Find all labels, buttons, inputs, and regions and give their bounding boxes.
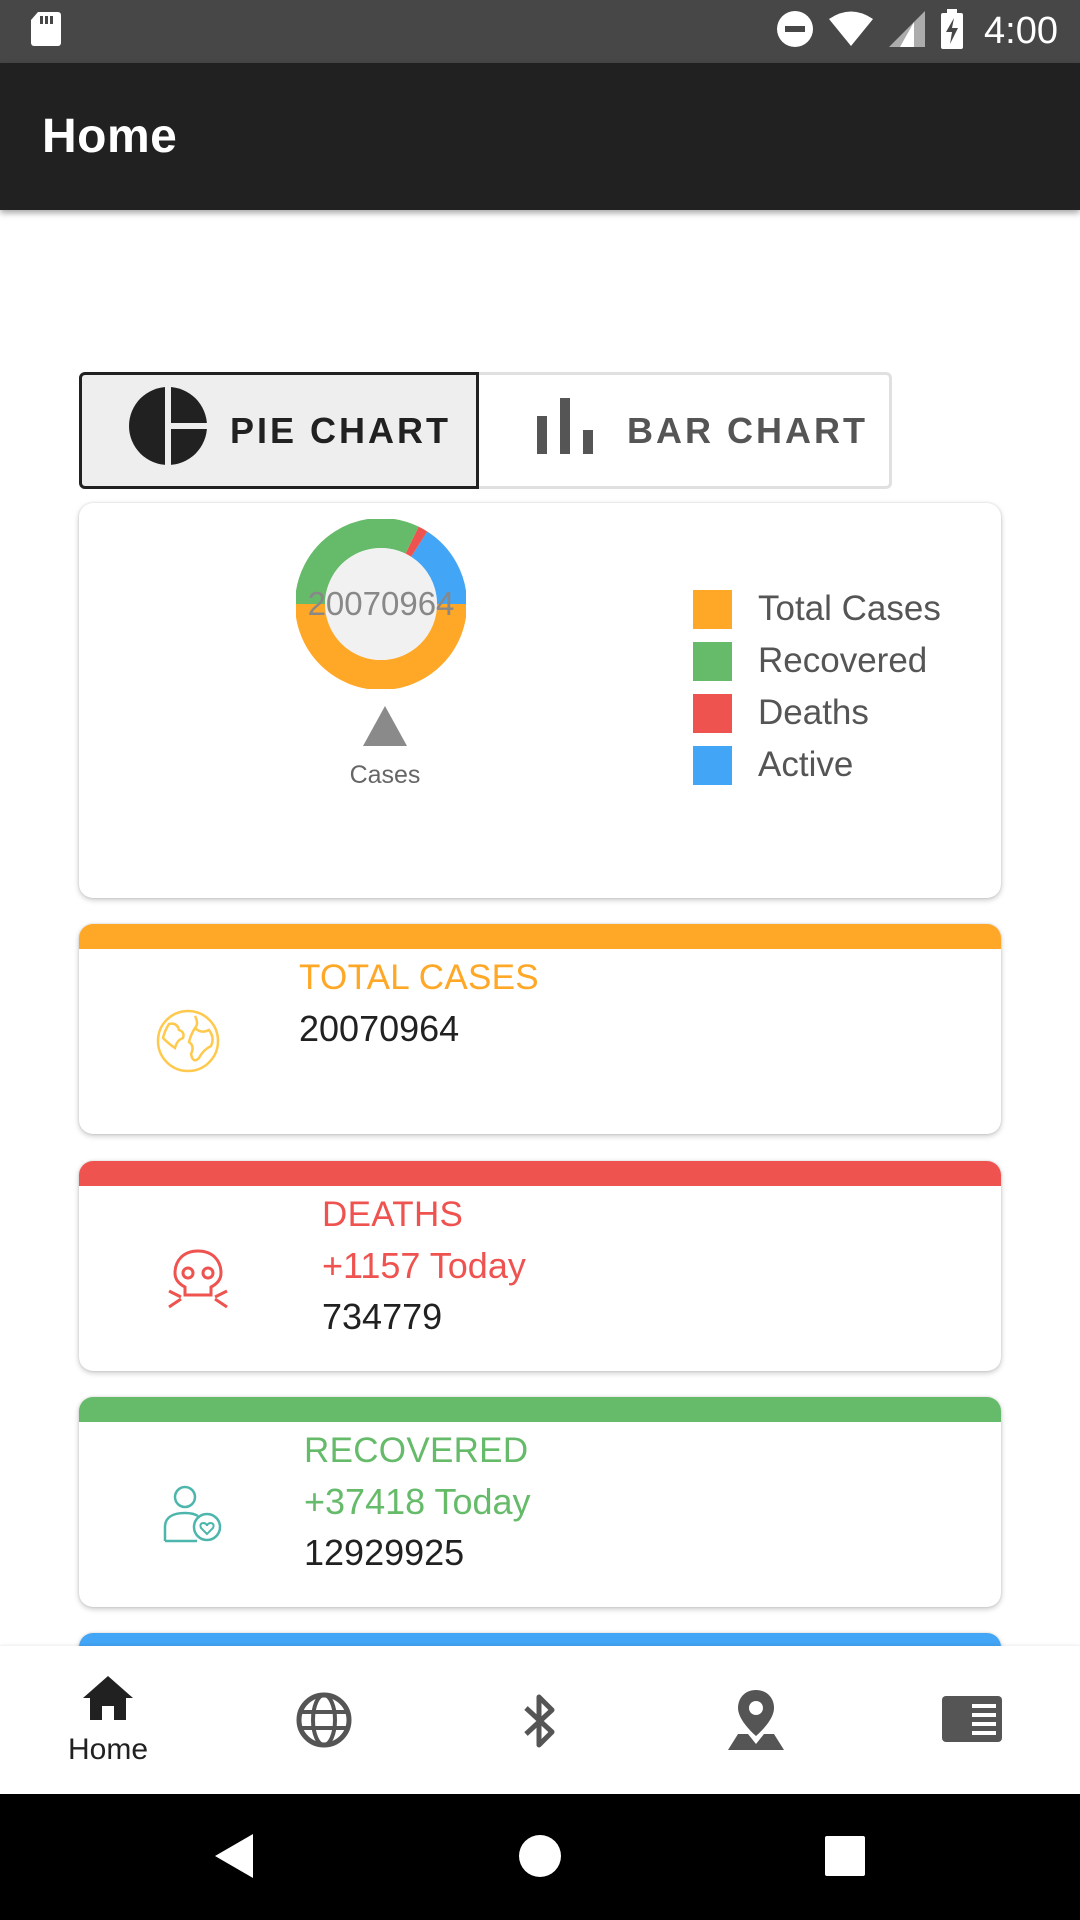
cases-marker-icon (363, 706, 407, 746)
signal-icon (888, 10, 926, 53)
system-navigation-bar (0, 1794, 1080, 1920)
donut-chart: 20070964 (295, 518, 467, 690)
back-icon[interactable] (213, 1832, 255, 1885)
legend-swatch-recovered (693, 641, 732, 681)
nav-item-news[interactable] (864, 1646, 1080, 1794)
nav-item-location[interactable] (648, 1646, 864, 1794)
legend-label: Total Cases (758, 589, 941, 628)
map-pin-icon (726, 1688, 786, 1757)
donut-slice-active (410, 531, 467, 605)
legend-label: Deaths (758, 693, 869, 732)
news-icon (942, 1696, 1002, 1747)
total-cases-card[interactable]: TOTAL CASES 20070964 (79, 924, 1001, 1134)
bar-chart-tab[interactable]: BAR CHART (479, 372, 892, 489)
bar-chart-tab-label: BAR CHART (627, 409, 868, 451)
legend-swatch-deaths (693, 693, 732, 733)
donut-center-value: 20070964 (307, 585, 455, 622)
legend-item: Total Cases (693, 583, 941, 635)
do-not-disturb-icon (776, 10, 814, 53)
legend-item: Active (693, 739, 941, 791)
card-accent-bar (79, 1161, 1001, 1186)
skull-icon (165, 1245, 231, 1316)
card-accent-bar (79, 1397, 1001, 1422)
app-bar: Home (0, 63, 1080, 210)
donut-svg (295, 518, 467, 690)
sd-card-icon (30, 10, 62, 53)
card-today: +1157 Today (322, 1245, 526, 1286)
cases-label: Cases (349, 761, 421, 789)
bottom-navigation: Home (0, 1646, 1080, 1794)
legend-item: Recovered (693, 635, 941, 687)
recovered-person-icon (161, 1483, 223, 1550)
pie-chart-tab-label: PIE CHART (230, 409, 452, 451)
legend-item: Deaths (693, 687, 941, 739)
legend-label: Active (758, 745, 854, 784)
card-title: DEATHS (322, 1195, 464, 1234)
bar-chart-icon (535, 398, 595, 463)
card-accent-bar (79, 924, 1001, 949)
card-title: TOTAL CASES (299, 958, 539, 997)
status-time: 4:00 (984, 10, 1058, 52)
card-value: 12929925 (304, 1532, 465, 1573)
donut-hole (325, 548, 437, 660)
nav-item-world[interactable] (216, 1646, 432, 1794)
card-value: 20070964 (299, 1008, 460, 1049)
page-title: Home (42, 110, 178, 163)
pie-chart-icon (128, 386, 208, 475)
chart-legend: Total Cases Recovered Deaths Active (693, 583, 941, 791)
home-icon (81, 1674, 135, 1727)
nav-label: Home (67, 1733, 149, 1766)
home-circle-icon[interactable] (518, 1834, 562, 1883)
card-title: RECOVERED (304, 1431, 529, 1470)
nav-item-home[interactable]: Home (0, 1646, 216, 1794)
donut-slice-recovered (295, 518, 419, 605)
wifi-icon (828, 10, 874, 53)
status-bar: 4:00 (0, 0, 1080, 63)
deaths-card[interactable]: DEATHS +1157 Today 734779 (79, 1161, 1001, 1371)
donut-slice-deaths (405, 526, 428, 557)
chart-type-toggle: PIE CHART BAR CHART (79, 372, 892, 489)
legend-swatch-total (693, 589, 732, 629)
bluetooth-icon (520, 1692, 560, 1755)
globe-icon (155, 1008, 221, 1079)
recovered-card[interactable]: RECOVERED +37418 Today 12929925 (79, 1397, 1001, 1607)
battery-charging-icon (940, 9, 964, 54)
pie-chart-tab[interactable]: PIE CHART (79, 372, 479, 489)
nav-item-bluetooth[interactable] (432, 1646, 648, 1794)
donut-slice-total-cases (295, 603, 467, 690)
globe-icon (296, 1692, 352, 1753)
recents-icon[interactable] (825, 1836, 865, 1881)
legend-swatch-active (693, 745, 732, 785)
card-today: +37418 Today (304, 1481, 531, 1522)
chart-card: 20070964 Cases Total Cases Recovered Dea… (79, 503, 1001, 898)
card-value: 734779 (322, 1296, 443, 1337)
legend-label: Recovered (758, 641, 928, 680)
